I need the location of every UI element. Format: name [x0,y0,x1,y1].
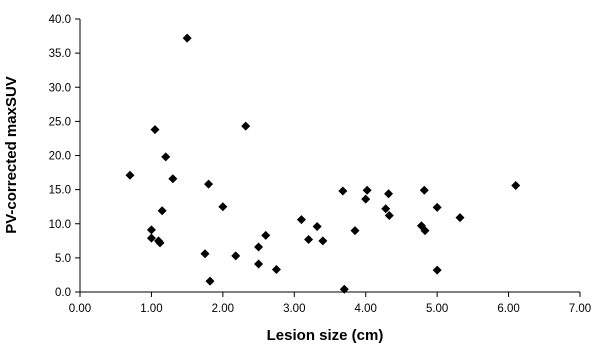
data-point [157,206,167,216]
data-point [146,233,156,243]
data-point [205,276,215,286]
y-tick-label: 25.0 [49,116,71,128]
data-point [271,264,281,274]
data-point [338,186,348,196]
axes [79,19,580,293]
data-point [455,213,465,223]
data-point [350,226,360,236]
data-point [339,284,349,294]
data-point [384,211,394,221]
data-point [218,202,228,212]
x-tick-label: 2.00 [212,303,234,315]
x-tick-label: 1.00 [140,303,162,315]
data-point [204,179,214,189]
data-point [241,121,251,131]
x-tick-label: 6.00 [497,303,519,315]
data-point [254,259,264,269]
data-point [150,125,160,135]
data-point [420,226,430,236]
y-tick-label: 0.0 [55,287,71,299]
data-point [304,234,314,244]
data-point [511,181,521,191]
data-point [361,194,371,204]
data-points [125,33,521,294]
x-tick-label: 0.00 [69,303,91,315]
y-ticks: 0.0 5.0 10.0 15.0 20.0 25.0 30.0 35.0 40.0 [49,14,80,299]
y-tick-label: 35.0 [49,48,71,60]
y-tick-label: 15.0 [49,185,71,197]
y-tick-label: 5.0 [55,253,71,265]
data-point [146,225,156,235]
x-tick-label: 5.00 [426,303,448,315]
y-tick-label: 30.0 [49,82,71,94]
y-tick-label: 20.0 [49,151,71,163]
x-tick-label: 7.00 [569,303,591,315]
y-tick-label: 40.0 [49,14,71,26]
y-tick-label: 10.0 [49,219,71,231]
data-point [161,152,171,162]
data-point [254,242,264,252]
data-point [182,33,192,43]
data-point [125,170,135,180]
data-point [261,230,271,240]
data-point [362,185,372,195]
data-point [318,236,328,246]
data-point [200,249,210,259]
data-point [296,215,306,225]
data-point [312,221,322,231]
data-point [381,204,391,214]
x-ticks: 0.00 1.00 2.00 3.00 4.00 5.00 6.00 7.00 [69,292,591,315]
data-point [231,251,241,261]
x-axis-title: Lesion size (cm) [267,327,384,344]
data-point [432,202,442,212]
data-point [168,174,178,184]
x-tick-label: 4.00 [355,303,377,315]
x-tick-label: 3.00 [283,303,305,315]
data-point [155,238,165,248]
data-point [384,189,394,199]
y-axis-title: PV-corrected maxSUV [3,76,20,234]
data-point [419,185,429,195]
data-point [432,265,442,275]
